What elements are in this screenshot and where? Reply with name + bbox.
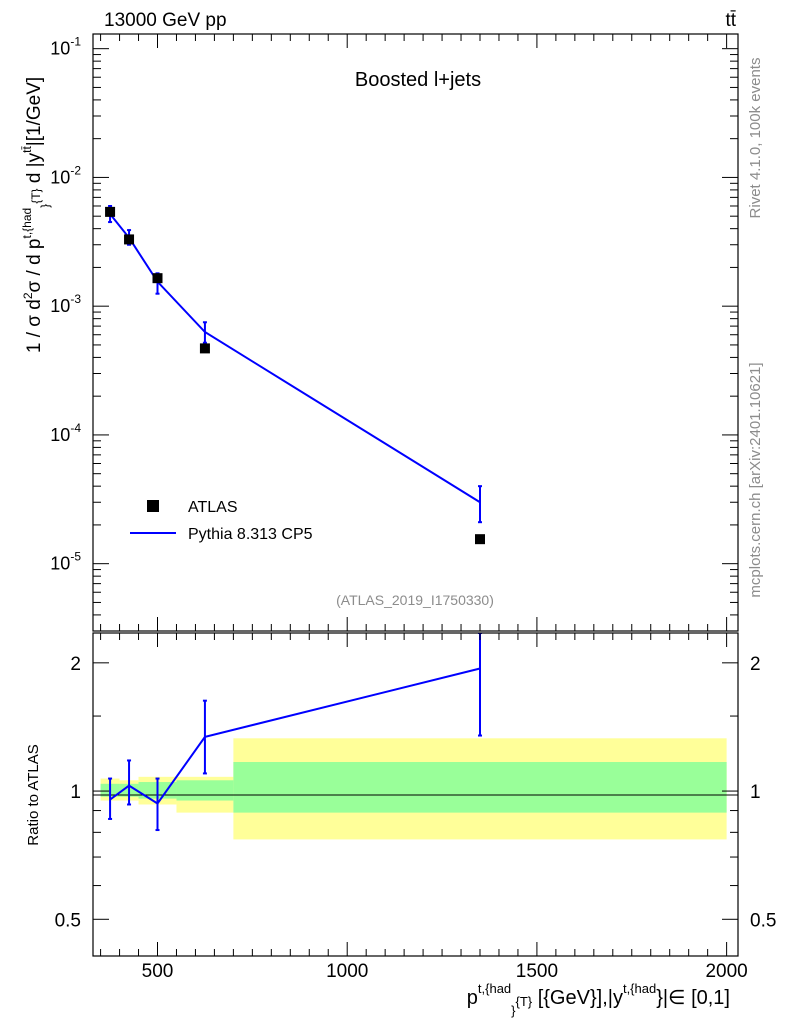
y-tick-label: 10-1 — [50, 35, 81, 59]
ratio-y-axis-label: Ratio to ATLAS — [25, 744, 42, 845]
x-axis-label: pt,{had}{T} [{GeV}],|yt,{had}|∈ [0,1] — [467, 981, 730, 1018]
mcplots-label: mcplots.cern.ch [arXiv:2401.10621] — [747, 362, 764, 597]
atlas-data-point — [105, 206, 116, 217]
atlas-data-point — [199, 343, 210, 354]
ratio-y-tick-label-left: 1 — [70, 782, 81, 803]
x-tick-label: 500 — [142, 961, 174, 982]
ratio-y-tick-label-left: 0.5 — [55, 910, 81, 931]
ratio-green-band — [176, 780, 234, 801]
ratio-green-band — [233, 762, 727, 813]
ratio-y-tick-label-right: 0.5 — [750, 910, 776, 931]
ratio-y-tick-label-left: 2 — [70, 654, 81, 675]
energy-label: 13000 GeV pp — [104, 10, 227, 31]
ratio-uncertainty-bands — [100, 738, 727, 840]
legend-atlas-label: ATLAS — [188, 499, 238, 516]
main-y-tick-labels: 10-5 10-4 10-3 10-2 10-1 — [50, 35, 81, 574]
legend-atlas-marker — [147, 500, 159, 512]
x-tick-label: 2000 — [705, 961, 747, 982]
ratio-tick-labels: 0.5 0.5 1 1 2 2 500 1000 1500 2000 — [55, 654, 777, 982]
y-tick-label: 10-2 — [50, 163, 81, 187]
main-plot-ticks — [93, 34, 738, 632]
y-tick-label: 10-4 — [50, 421, 81, 445]
main-plot-panel: 10-5 10-4 10-3 10-2 10-1 Boosted l+jets (ATL… — [20, 33, 739, 632]
pythia-line — [109, 213, 481, 504]
legend: ATLAS Pythia 8.313 CP5 — [130, 499, 313, 543]
plot-title: Boosted l+jets — [355, 69, 481, 91]
ratio-plot-frame — [92, 632, 739, 957]
atlas-data-point — [475, 534, 485, 545]
ratio-plot-data — [108, 633, 482, 832]
x-tick-label: 1000 — [326, 961, 368, 982]
main-plot-frame — [92, 33, 739, 632]
ratio-y-tick-label-right: 2 — [750, 654, 761, 675]
y-tick-label: 10-3 — [50, 292, 81, 316]
main-plot-data — [105, 204, 485, 545]
main-y-axis-label: 1 / σ d2σ / d pt,{had}{T} d |ytt̄|[1/GeV… — [20, 77, 52, 353]
process-label: tt̄ — [725, 10, 736, 31]
analysis-id: (ATLAS_2019_I1750330) — [336, 592, 494, 608]
legend-pythia-label: Pythia 8.313 CP5 — [188, 526, 313, 543]
x-tick-label: 1500 — [516, 961, 558, 982]
atlas-data-point — [124, 234, 135, 245]
atlas-data-point — [152, 273, 163, 284]
ratio-plot-ticks — [93, 633, 738, 956]
ratio-y-tick-label-right: 1 — [750, 782, 761, 803]
rivet-label: Rivet 4.1.0, 100k events — [747, 58, 764, 219]
y-tick-label: 10-5 — [50, 550, 81, 574]
ratio-plot-panel: 0.5 0.5 1 1 2 2 500 1000 1500 2000 Ratio to ATLAS… — [25, 632, 777, 1018]
